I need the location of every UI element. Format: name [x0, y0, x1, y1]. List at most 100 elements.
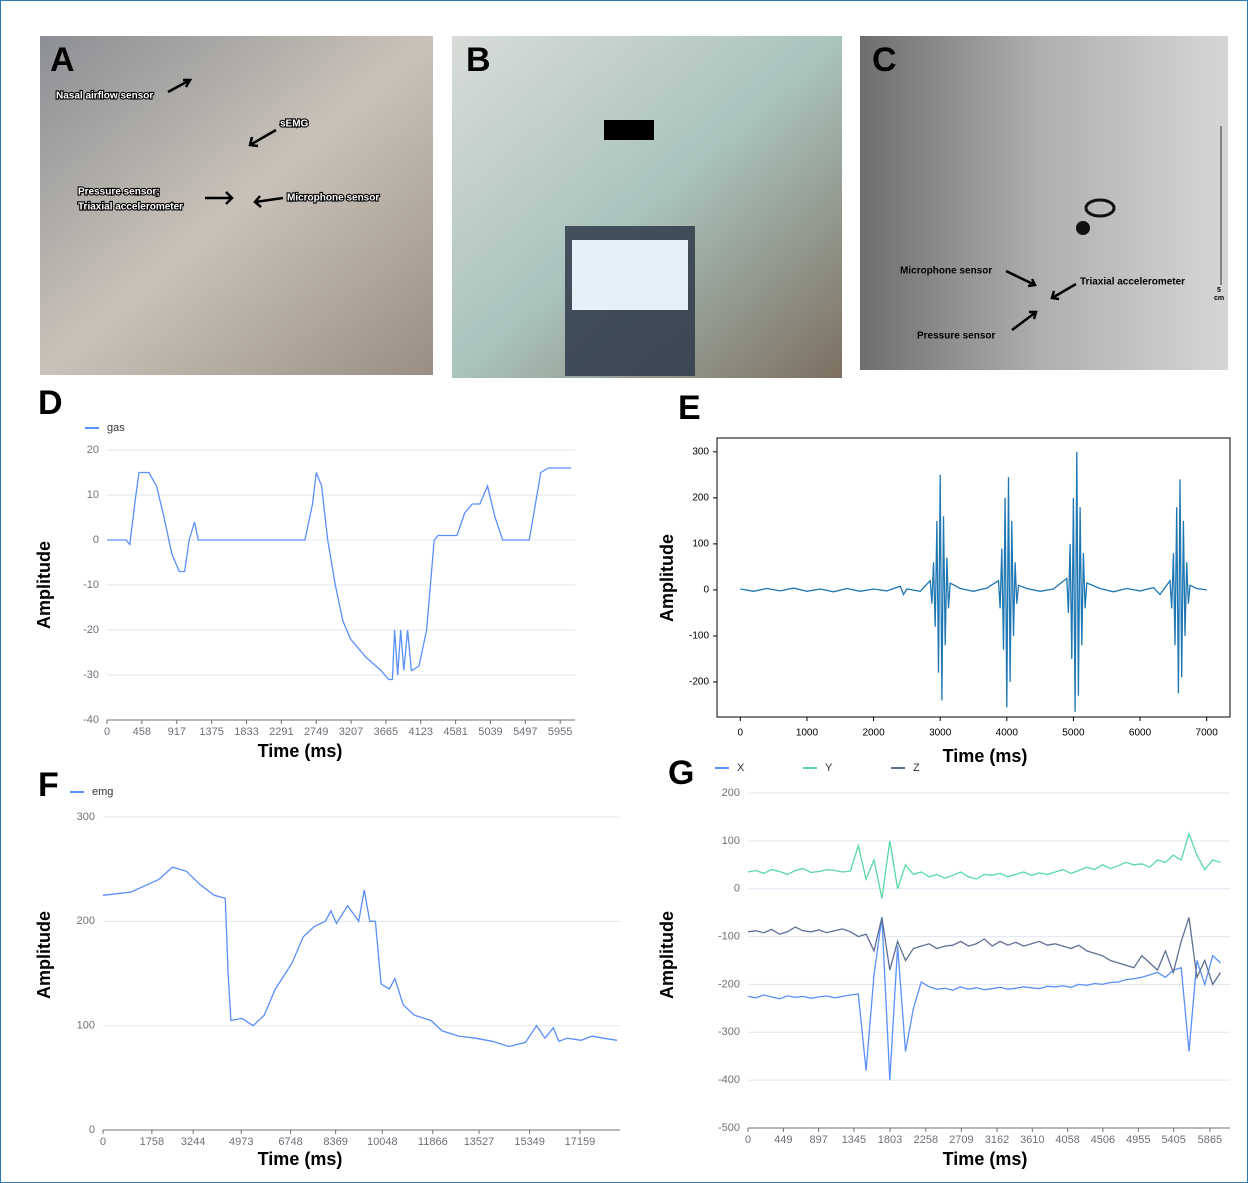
annotation: sEMG: [280, 119, 309, 130]
y-tick-label: 100: [692, 539, 709, 550]
y-tick-label: 10: [87, 489, 99, 501]
line-series: [102, 866, 618, 1048]
y-tick-label: 200: [77, 915, 95, 927]
x-tick-label: 11866: [418, 1136, 448, 1148]
arrow: [253, 195, 284, 208]
y-tick-label: -40: [83, 714, 99, 726]
y-axis-title: Amplitude: [34, 911, 54, 999]
x-tick-label: 1345: [842, 1134, 866, 1146]
x-tick-label: 1000: [796, 728, 819, 739]
y-tick-label: 300: [77, 811, 95, 823]
annotation: Triaxial accelerometer: [1080, 277, 1185, 288]
scale-label: 5: [1217, 287, 1221, 294]
scale-unit: cm: [1214, 295, 1224, 302]
x-tick-label: 10048: [367, 1136, 398, 1148]
x-tick-label: 3207: [339, 726, 363, 738]
y-axis-title: Amplitude: [657, 911, 677, 999]
y-tick-label: 100: [77, 1020, 95, 1032]
marker-dot: [1076, 221, 1090, 235]
panel-label: D: [38, 384, 63, 422]
y-tick-label: 100: [722, 835, 740, 847]
y-tick-label: -300: [718, 1026, 740, 1038]
x-tick-label: 17159: [565, 1136, 596, 1148]
y-tick-label: 0: [89, 1124, 95, 1136]
legend-label: Z: [913, 762, 920, 774]
x-axis-title: Time (ms): [943, 1149, 1028, 1169]
x-tick-label: 5405: [1161, 1134, 1185, 1146]
x-tick-label: 4506: [1091, 1134, 1115, 1146]
x-tick-label: 5497: [513, 726, 537, 738]
x-tick-label: 4058: [1055, 1134, 1079, 1146]
x-tick-label: 2709: [949, 1134, 973, 1146]
x-tick-label: 458: [133, 726, 151, 738]
x-tick-label: 897: [809, 1134, 827, 1146]
x-tick-label: 2000: [862, 728, 885, 739]
y-tick-label: -500: [718, 1122, 740, 1134]
plot-frame: [716, 437, 1231, 718]
x-tick-label: 5865: [1198, 1134, 1222, 1146]
x-tick-label: 1833: [234, 726, 258, 738]
arrow: [248, 128, 277, 148]
panel-label: C: [872, 41, 897, 79]
x-tick-label: 7000: [1196, 728, 1219, 739]
x-tick-label: 6000: [1129, 728, 1152, 739]
photo-b: B: [452, 36, 842, 378]
arrow: [167, 78, 193, 94]
x-tick-label: 5000: [1062, 728, 1085, 739]
y-tick-label: -200: [689, 677, 709, 688]
laptop-screen: [572, 240, 688, 310]
x-axis-title: Time (ms): [258, 741, 343, 761]
y-tick-label: -100: [689, 631, 709, 642]
x-tick-label: 1803: [878, 1134, 902, 1146]
y-tick-label: -200: [718, 978, 740, 990]
y-tick-label: 300: [692, 446, 709, 457]
x-tick-label: 0: [738, 728, 744, 739]
x-tick-label: 2291: [269, 726, 293, 738]
line-series: [747, 831, 1221, 899]
y-tick-label: -100: [718, 930, 740, 942]
photo-c: C Microphone sensor Triaxial acceleromet…: [860, 36, 1228, 370]
legend-label: emg: [92, 786, 113, 798]
y-tick-label: 0: [703, 585, 709, 596]
x-tick-label: 3610: [1020, 1134, 1044, 1146]
line-series: [107, 467, 572, 681]
y-tick-label: 0: [93, 534, 99, 546]
legend-label: X: [737, 762, 745, 774]
panel-label: F: [38, 766, 59, 804]
x-tick-label: 0: [104, 726, 110, 738]
x-tick-label: 5039: [478, 726, 502, 738]
x-tick-label: 5955: [548, 726, 572, 738]
arrow: [205, 191, 234, 205]
legend-label: gas: [107, 422, 125, 434]
panel-label: E: [678, 389, 701, 427]
annotation: Pressure sensor;: [78, 187, 160, 198]
x-tick-label: 15349: [514, 1136, 545, 1148]
x-axis-title: Time (ms): [943, 746, 1028, 766]
x-tick-label: 0: [100, 1136, 106, 1148]
annotation: Nasal airflow sensor: [56, 91, 153, 102]
annotation: Microphone sensor: [900, 266, 992, 277]
annotation: Triaxial accelerometer: [78, 202, 183, 213]
y-tick-label: 200: [692, 492, 709, 503]
x-tick-label: 4123: [409, 726, 433, 738]
arrow: [1005, 269, 1037, 288]
line-series: [740, 451, 1207, 712]
marker-ring: [1084, 198, 1116, 218]
annotation: Microphone sensor: [287, 193, 379, 204]
photo: [860, 36, 1228, 370]
x-tick-label: 1375: [199, 726, 223, 738]
panel-label: A: [50, 41, 75, 79]
x-axis-title: Time (ms): [258, 1149, 343, 1169]
y-axis-title: Amplitude: [34, 541, 54, 629]
x-tick-label: 3244: [181, 1136, 205, 1148]
arrow: [1011, 310, 1038, 331]
x-tick-label: 8369: [323, 1136, 347, 1148]
x-tick-label: 917: [168, 726, 186, 738]
line-series: [747, 917, 1221, 1081]
annotation: Pressure sensor: [917, 331, 995, 342]
y-tick-label: 0: [734, 883, 740, 895]
panel-label: G: [668, 754, 694, 792]
x-tick-label: 3665: [374, 726, 398, 738]
x-tick-label: 3162: [985, 1134, 1009, 1146]
